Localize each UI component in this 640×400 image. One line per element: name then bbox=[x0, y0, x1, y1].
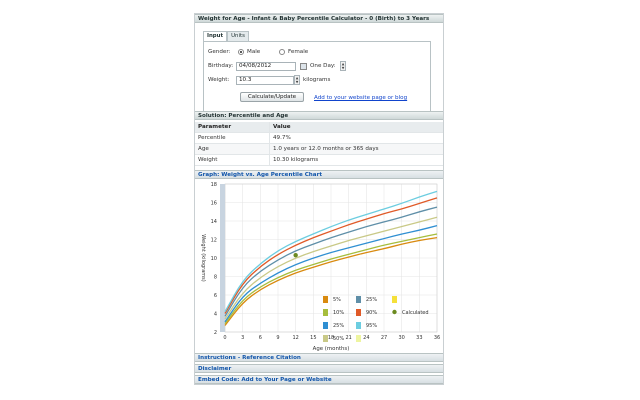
gender-label: Gender: bbox=[208, 49, 231, 55]
legend-swatch bbox=[323, 322, 328, 329]
male-label: Male bbox=[247, 49, 261, 55]
legend-label: 90% bbox=[366, 310, 377, 316]
solution-table: Parameter Value Percentile 49.7% Age 1.0… bbox=[195, 122, 443, 166]
series-line-25pct bbox=[224, 224, 438, 323]
legend-swatch bbox=[392, 296, 397, 303]
legend-swatch bbox=[356, 335, 361, 342]
y-tick-label: 18 bbox=[211, 182, 217, 188]
table-row: Weight 10.30 kilograms bbox=[195, 154, 443, 166]
weight-input[interactable]: 10.3 bbox=[236, 76, 294, 85]
weight-spinner-icon[interactable]: ▲ ▼ bbox=[294, 75, 300, 85]
value-cell: 49.7% bbox=[269, 132, 443, 144]
x-tick-label: 24 bbox=[363, 335, 369, 341]
footer-instructions[interactable]: Instructions - Reference Citation bbox=[195, 353, 443, 362]
legend-label: 95% bbox=[366, 323, 377, 329]
param-cell: Age bbox=[195, 143, 270, 155]
footer-embed-label: Embed Code: Add to Your Page or Website bbox=[198, 377, 332, 383]
table-header-row: Parameter Value bbox=[195, 122, 443, 133]
birthday-input[interactable]: 04/08/2012 bbox=[236, 62, 296, 71]
value-cell: 1.0 years or 12.0 months or 365 days bbox=[269, 143, 443, 155]
series-line-75pct bbox=[224, 206, 438, 317]
x-tick-label: 30 bbox=[398, 335, 404, 341]
footer-embed-code[interactable]: Embed Code: Add to Your Page or Website bbox=[195, 375, 443, 384]
calculator-title: Weight for Age - Infant & Baby Percentil… bbox=[198, 16, 430, 22]
add-to-website-link[interactable]: Add to your website page or blog bbox=[314, 95, 408, 101]
female-label: Female bbox=[288, 49, 309, 55]
legend-swatch bbox=[323, 309, 328, 316]
female-radio[interactable] bbox=[279, 49, 285, 55]
calculated-point bbox=[293, 253, 298, 258]
legend-label: 10% bbox=[333, 310, 344, 316]
oneday-label: One Day: bbox=[310, 63, 336, 69]
oneday-spinner-icon[interactable]: ▲ ▼ bbox=[340, 61, 346, 71]
series-line-10pct bbox=[224, 233, 438, 325]
calculator-title-bar: Weight for Age - Infant & Baby Percentil… bbox=[195, 14, 443, 23]
y-tick-label: 8 bbox=[214, 274, 217, 280]
footer-instructions-label: Instructions - Reference Citation bbox=[198, 355, 301, 361]
y-axis-strip bbox=[220, 184, 225, 332]
legend-swatch bbox=[356, 322, 361, 329]
x-tick-label: 33 bbox=[416, 335, 422, 341]
x-tick-label: 0 bbox=[223, 335, 226, 341]
series-line-95pct bbox=[224, 190, 438, 312]
legend-swatch bbox=[356, 309, 361, 316]
x-tick-label: 36 bbox=[434, 335, 440, 341]
col-value: Value bbox=[269, 122, 443, 133]
x-tick-label: 18 bbox=[328, 335, 334, 341]
footer-disclaimer[interactable]: Disclaimer bbox=[195, 364, 443, 373]
x-tick-label: 21 bbox=[345, 335, 351, 341]
x-tick-label: 12 bbox=[292, 335, 298, 341]
graph-title: Graph: Weight vs. Age Percentile Chart bbox=[198, 172, 322, 178]
table-row: Percentile 49.7% bbox=[195, 132, 443, 144]
legend-swatch bbox=[392, 322, 397, 329]
legend-swatch bbox=[356, 296, 361, 303]
x-tick-label: 9 bbox=[276, 335, 279, 341]
param-cell: Percentile bbox=[195, 132, 270, 144]
solution-title: Solution: Percentile and Age bbox=[198, 113, 289, 119]
y-tick-label: 12 bbox=[211, 237, 217, 243]
col-parameter: Parameter bbox=[195, 122, 270, 133]
y-tick-label: 16 bbox=[211, 200, 217, 206]
weight-unit-label: kilograms bbox=[303, 77, 331, 83]
male-radio[interactable] bbox=[238, 49, 244, 55]
solution-header: Solution: Percentile and Age bbox=[195, 111, 443, 120]
param-cell: Weight bbox=[195, 154, 270, 166]
calculator-panel: Weight for Age - Infant & Baby Percentil… bbox=[194, 13, 444, 385]
tab-input[interactable]: Input bbox=[203, 31, 227, 42]
footer-disclaimer-label: Disclaimer bbox=[198, 366, 232, 372]
y-tick-label: 2 bbox=[214, 330, 217, 336]
input-form: Gender: Male Female Birthday: 04/08/2012… bbox=[203, 41, 431, 116]
legend-label: Calculated bbox=[402, 310, 429, 316]
y-tick-label: 10 bbox=[211, 256, 217, 262]
legend-swatch bbox=[323, 335, 328, 342]
calculate-button[interactable]: Calculate/Update bbox=[240, 92, 304, 102]
x-tick-label: 6 bbox=[259, 335, 262, 341]
legend-label: 25% bbox=[366, 297, 377, 303]
legend-label: 5% bbox=[333, 297, 341, 303]
table-row: Age 1.0 years or 12.0 months or 365 days bbox=[195, 143, 443, 155]
weight-label: Weight: bbox=[208, 77, 230, 83]
legend-label: 25% bbox=[333, 323, 344, 329]
calendar-icon[interactable] bbox=[300, 63, 307, 70]
value-cell: 10.30 kilograms bbox=[269, 154, 443, 166]
x-tick-label: 15 bbox=[310, 335, 316, 341]
series-line-50pct bbox=[224, 216, 438, 320]
graph-header[interactable]: Graph: Weight vs. Age Percentile Chart bbox=[195, 170, 443, 179]
legend-swatch-calculated bbox=[392, 309, 397, 315]
y-tick-label: 6 bbox=[214, 293, 217, 299]
x-axis-label: Age (months) bbox=[313, 346, 350, 352]
birthday-label: Birthday: bbox=[208, 63, 234, 69]
tab-units[interactable]: Units bbox=[227, 31, 249, 41]
y-tick-label: 14 bbox=[211, 219, 217, 225]
series-line-90pct bbox=[224, 197, 438, 314]
legend-swatch bbox=[323, 296, 328, 303]
series-line-5pct bbox=[224, 237, 438, 326]
legend-label: 50% bbox=[333, 336, 344, 342]
y-tick-label: 4 bbox=[214, 311, 217, 317]
y-axis-label: Weight (kilograms) bbox=[200, 234, 206, 281]
x-tick-label: 27 bbox=[381, 335, 387, 341]
x-tick-label: 3 bbox=[241, 335, 244, 341]
